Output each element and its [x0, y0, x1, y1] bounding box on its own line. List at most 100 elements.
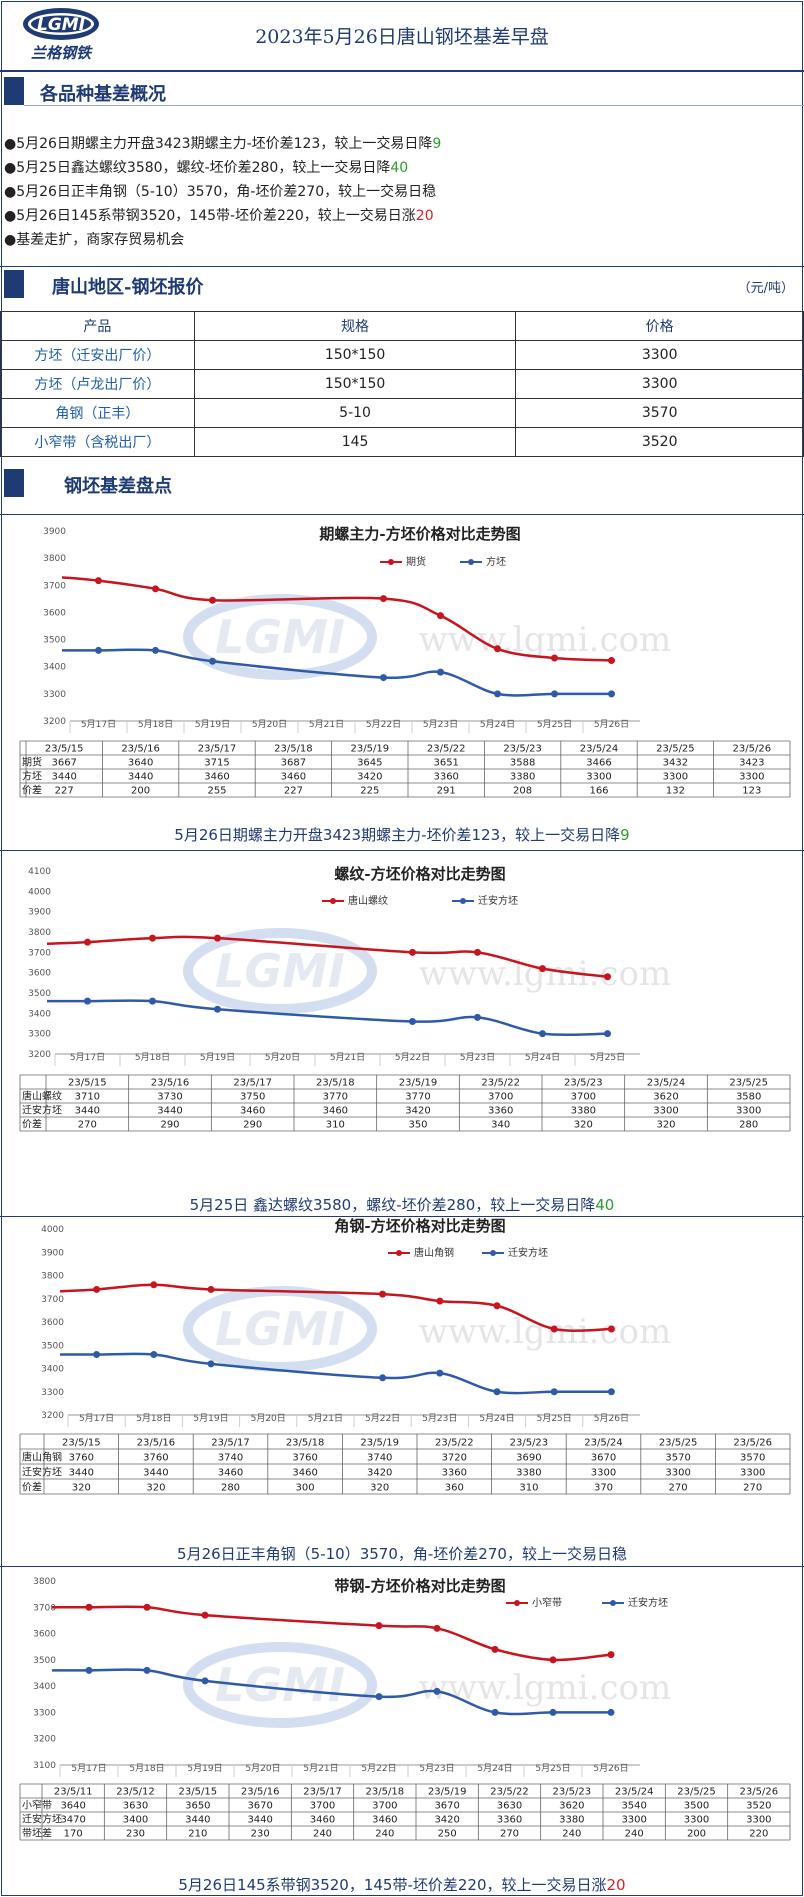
table-value-cell: 360 — [445, 1483, 464, 1494]
x-tick-label: 5月17日 — [81, 719, 116, 730]
legend-label: 小窄带 — [532, 1596, 562, 1609]
table-row-label: 迁安方坯 — [22, 1813, 62, 1826]
table-value-cell: 3360 — [442, 1468, 467, 1479]
table-value-cell: 3420 — [434, 1815, 459, 1826]
table-row-label: 小窄带 — [22, 1799, 52, 1812]
series-2-point — [607, 1388, 615, 1396]
series-1-point — [214, 934, 221, 942]
series-2-point — [409, 1017, 416, 1025]
table-value-cell: 3300 — [665, 1468, 690, 1479]
y-tick-label: 3800 — [43, 554, 66, 564]
table-value-cell: 208 — [513, 786, 532, 797]
price-cell: 3300 — [515, 369, 804, 399]
table-value-cell: 3420 — [405, 1106, 430, 1117]
table-date-cell: 23/5/18 — [286, 1438, 325, 1449]
table-value-cell: 270 — [500, 1829, 519, 1840]
chart-title: 角钢-方坯价格对比走势图 — [334, 1217, 505, 1235]
legend-marker — [388, 559, 394, 565]
table-date-cell: 23/5/12 — [116, 1787, 155, 1798]
svg-text:www.lgmi.com: www.lgmi.com — [419, 1312, 671, 1352]
table-value-cell: 3760 — [143, 1453, 168, 1464]
table-value-cell: 3440 — [128, 772, 153, 783]
table-date-cell: 23/5/24 — [580, 744, 619, 755]
table-value-cell: 3715 — [204, 758, 229, 769]
y-tick-label: 3800 — [41, 1272, 64, 1282]
y-tick-label: 3900 — [28, 908, 51, 918]
column-header-price: 价格 — [515, 311, 804, 341]
series-2-line — [46, 999, 608, 1037]
charts-section-header: 钢坯基差盘点 — [0, 466, 804, 500]
table-value-cell: 3420 — [367, 1468, 392, 1479]
table-value-cell: 270 — [78, 1120, 97, 1131]
table-value-cell: 3620 — [559, 1801, 584, 1812]
legend-marker — [396, 1250, 402, 1256]
series-2-point — [93, 1351, 101, 1359]
chart-title: 期螺主力-方坯价格对比走势图 — [319, 525, 520, 543]
table-value-cell: 3460 — [281, 772, 306, 783]
table-value-cell: 3460 — [218, 1468, 243, 1479]
y-tick-label: 3400 — [33, 1682, 56, 1692]
series-2-point — [550, 1388, 558, 1396]
table-value-cell: 3460 — [323, 1106, 348, 1117]
table-value-cell: 210 — [188, 1829, 207, 1840]
table-row-label: 价差 — [22, 784, 42, 797]
lgmi-logo: LGMI 兰格钢铁 — [23, 8, 99, 62]
table-value-cell: 240 — [625, 1829, 644, 1840]
series-1-point — [436, 1297, 444, 1305]
price-cell: 3570 — [515, 398, 804, 428]
legend-marker — [330, 898, 336, 904]
series-1-point — [380, 595, 387, 603]
table-row-label: 期货 — [22, 756, 42, 769]
bullet-item: ●基差走扩，商家存贸易机会 — [4, 232, 185, 248]
table-value-cell: 3645 — [357, 758, 382, 769]
y-tick-label: 3700 — [28, 948, 51, 958]
series-2-point — [551, 690, 558, 698]
series-1-point — [608, 656, 615, 664]
table-value-cell: 3520 — [746, 1801, 771, 1812]
series-2-point — [493, 1388, 501, 1396]
svg-text:LGMI: LGMI — [215, 944, 345, 998]
table-value-cell: 240 — [375, 1829, 394, 1840]
table-value-cell: 3360 — [433, 772, 458, 783]
series-1-point — [550, 1325, 558, 1333]
strip-billet-chart: 3100 3200 3300 3400 3500 3600 3700 3800 5月17日 5月1… — [19, 1577, 791, 1841]
table-value-cell: 3432 — [663, 758, 688, 769]
y-tick-label: 3600 — [33, 1630, 56, 1640]
angle-billet-chart-panel: 3200 3300 3400 3500 3600 3700 3800 3900 4000 5月17… — [0, 1216, 804, 1566]
x-tick-label: 5月19日 — [200, 1052, 235, 1063]
table-value-cell: 3380 — [559, 1815, 584, 1826]
series-1-line — [59, 1283, 612, 1332]
price-cell: 3520 — [515, 427, 804, 457]
overview-section-header: 各品种基差概况 — [0, 74, 804, 108]
legend-marker — [490, 1250, 496, 1256]
series-1-point — [437, 612, 444, 620]
y-tick-label: 3100 — [33, 1761, 56, 1771]
y-tick-label: 3500 — [43, 636, 66, 646]
series-2-point — [214, 1005, 221, 1013]
table-date-cell: 23/5/16 — [241, 1787, 280, 1798]
table-row-label: 唐山角钢 — [22, 1451, 62, 1464]
table-value-cell: 3630 — [497, 1801, 522, 1812]
series-2-point — [604, 1030, 611, 1038]
x-tick-label: 5月22日 — [361, 1763, 396, 1774]
series-2-line — [60, 1352, 612, 1395]
table-value-cell: 230 — [251, 1829, 270, 1840]
table-value-cell: 3300 — [746, 1815, 771, 1826]
table-row-label: 带坯差 — [22, 1827, 52, 1840]
svg-text:兰格钢铁: 兰格钢铁 — [31, 44, 93, 62]
x-tick-label: 5月25日 — [590, 1052, 625, 1063]
x-tick-label: 5月21日 — [303, 1763, 338, 1774]
y-tick-label: 3300 — [43, 690, 66, 700]
table-value-cell: 291 — [437, 786, 456, 797]
bullet-item: ●5月26日正丰角钢（5-10）3570，角-坯价差270，较上一交易日稳 — [4, 184, 437, 200]
table-value-cell: 227 — [55, 786, 74, 797]
x-tick-label: 5月23日 — [423, 719, 458, 730]
legend-label: 迁安方坯 — [478, 894, 518, 907]
table-value-cell: 3640 — [128, 758, 153, 769]
product-cell: 小窄带（含税出厂） — [0, 427, 195, 457]
table-header-row: 产品 规格 价格 — [0, 311, 804, 341]
series-2-point — [474, 1013, 481, 1021]
table-date-cell: 23/5/26 — [733, 1438, 772, 1449]
legend-label: 迁安方坯 — [628, 1596, 668, 1609]
section-divider — [24, 105, 804, 106]
